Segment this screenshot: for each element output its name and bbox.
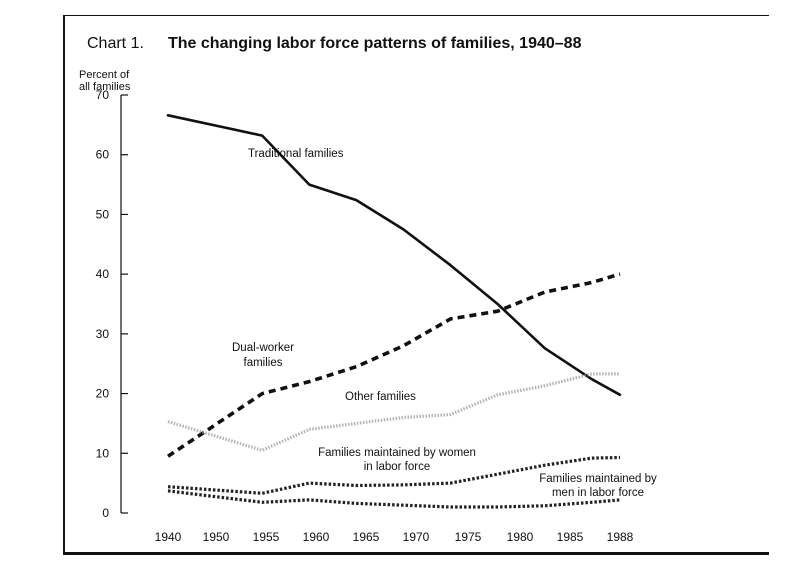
chart-frame [63, 15, 769, 555]
x-tick-label: 1975 [455, 530, 482, 544]
series-label-1: families [244, 357, 283, 369]
series-line-1 [167, 272, 621, 458]
y-tick-label: 20 [96, 387, 110, 401]
series-line-2 [167, 372, 620, 452]
series-label-4: Families maintained by [539, 473, 657, 485]
series-label-1: Dual-worker [232, 342, 294, 354]
series-label-3: Families maintained by women [318, 447, 476, 459]
y-tick-label: 40 [96, 267, 110, 281]
x-tick-label: 1950 [203, 530, 230, 544]
x-tick-label: 1940 [155, 530, 182, 544]
y-axis-label-line1: Percent of [79, 69, 130, 81]
y-tick-label: 30 [96, 327, 110, 341]
x-tick-label: 1988 [607, 530, 634, 544]
x-tick-label: 1970 [403, 530, 430, 544]
y-axis-label-line2: all families [79, 81, 131, 93]
x-tick-label: 1955 [253, 530, 280, 544]
y-tick-label: 0 [102, 506, 109, 520]
chart-title: The changing labor force patterns of fam… [168, 35, 582, 52]
x-tick-label: 1960 [303, 530, 330, 544]
series-layer [166, 114, 622, 509]
chart-title-prefix: Chart 1. [87, 35, 144, 52]
series-label-3: in labor force [364, 461, 430, 473]
series-label-0: Traditional families [248, 148, 344, 160]
x-tick-label: 1980 [507, 530, 534, 544]
series-line-3 [167, 455, 621, 495]
axes: 0 10 20 30 40 50 60 70 1940 1950 1955 1960 1965 1970 1… [96, 88, 634, 544]
x-tick-label: 1985 [557, 530, 584, 544]
y-tick-label: 10 [96, 446, 110, 460]
series-line-0 [166, 114, 622, 397]
series-labels: Traditional families Dual-worker families O… [232, 148, 657, 499]
x-tick-label: 1965 [353, 530, 380, 544]
series-label-2: Other families [345, 391, 416, 403]
series-line-4 [167, 489, 621, 509]
y-tick-label: 50 [96, 207, 110, 221]
y-tick-label: 60 [96, 148, 110, 162]
series-label-4: men in labor force [552, 487, 644, 499]
y-tick-label: 70 [96, 88, 110, 102]
